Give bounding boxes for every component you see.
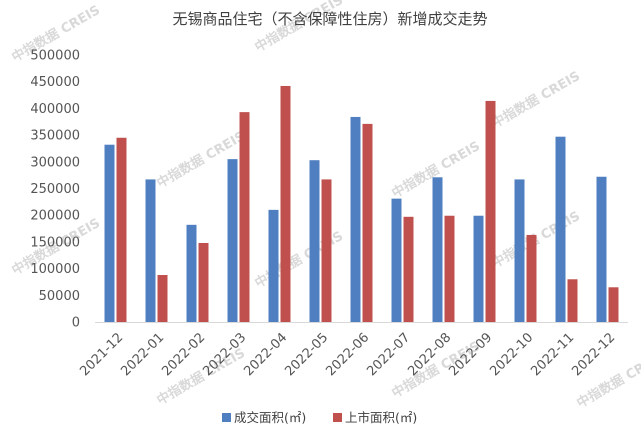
bar-listing-2022-03 bbox=[239, 112, 250, 322]
x-tick-label: 2022-12 bbox=[569, 330, 618, 379]
watermark-text: 中指数据 CREIS bbox=[252, 228, 346, 291]
bar-listing-2022-01 bbox=[157, 275, 168, 322]
bar-listing-2022-09 bbox=[485, 100, 496, 322]
legend-label: 上市面积(㎡) bbox=[345, 410, 417, 425]
legend-label: 成交面积(㎡) bbox=[234, 410, 306, 425]
x-tick-label: 2022-05 bbox=[282, 330, 331, 379]
bar-transaction-2022-12 bbox=[596, 176, 607, 322]
bar-transaction-2022-04 bbox=[268, 209, 279, 322]
x-tick-label: 2022-11 bbox=[528, 330, 577, 379]
bar-listing-2022-06 bbox=[362, 123, 373, 322]
bar-listing-2022-12 bbox=[608, 287, 619, 322]
y-tick-label: 200000 bbox=[30, 209, 80, 224]
y-tick-label: 250000 bbox=[30, 182, 80, 197]
watermark-text: 中指数据 CREIS bbox=[489, 68, 583, 131]
bar-transaction-2022-09 bbox=[473, 215, 484, 322]
x-tick-label: 2022-10 bbox=[487, 330, 536, 379]
chart-title: 无锡商品住宅（不含保障性住房）新增成交走势 bbox=[172, 10, 487, 28]
bar-transaction-2022-06 bbox=[350, 116, 361, 322]
y-tick-label: 450000 bbox=[30, 75, 80, 90]
bar-transaction-2022-08 bbox=[432, 177, 443, 322]
bar-listing-2022-10 bbox=[526, 234, 537, 322]
bar-transaction-2022-01 bbox=[145, 179, 156, 322]
bar-listing-2021-12 bbox=[116, 137, 127, 322]
y-tick-label: 500000 bbox=[30, 49, 80, 64]
bar-transaction-2022-07 bbox=[391, 198, 402, 322]
y-tick-label: 400000 bbox=[30, 102, 80, 117]
y-axis: 0 50000 100000 150000 200000 250000 300000 3500… bbox=[30, 49, 80, 331]
x-tick-label: 2022-04 bbox=[241, 330, 290, 379]
bar-transaction-2022-05 bbox=[309, 160, 320, 322]
bar-listing-2022-11 bbox=[567, 279, 578, 322]
bar-listing-2022-04 bbox=[280, 85, 291, 322]
bar-listing-2022-07 bbox=[403, 216, 414, 322]
bars bbox=[104, 85, 619, 322]
bar-transaction-2022-10 bbox=[514, 179, 525, 322]
legend-swatch bbox=[222, 413, 231, 422]
x-tick-label: 2022-07 bbox=[364, 330, 413, 379]
x-tick-label: 2022-06 bbox=[323, 330, 372, 379]
legend-swatch bbox=[333, 413, 342, 422]
x-tick-label: 2022-01 bbox=[118, 330, 167, 379]
bar-transaction-2021-12 bbox=[104, 144, 115, 322]
y-tick-label: 50000 bbox=[39, 289, 80, 304]
bar-transaction-2022-02 bbox=[186, 224, 197, 322]
bar-transaction-2022-11 bbox=[555, 136, 566, 322]
y-tick-label: 150000 bbox=[30, 235, 80, 250]
legend: 成交面积(㎡) 上市面积(㎡) bbox=[222, 410, 417, 425]
bar-listing-2022-02 bbox=[198, 242, 209, 322]
bar-transaction-2022-03 bbox=[227, 159, 238, 322]
bar-listing-2022-05 bbox=[321, 179, 332, 322]
y-tick-label: 0 bbox=[72, 316, 80, 331]
y-tick-label: 100000 bbox=[30, 262, 80, 277]
y-tick-label: 300000 bbox=[30, 155, 80, 170]
y-tick-label: 350000 bbox=[30, 129, 80, 144]
bar-listing-2022-08 bbox=[444, 215, 455, 322]
x-tick-label: 2021-12 bbox=[77, 330, 126, 379]
x-axis: 2021-122022-012022-022022-032022-042022-… bbox=[77, 330, 618, 379]
